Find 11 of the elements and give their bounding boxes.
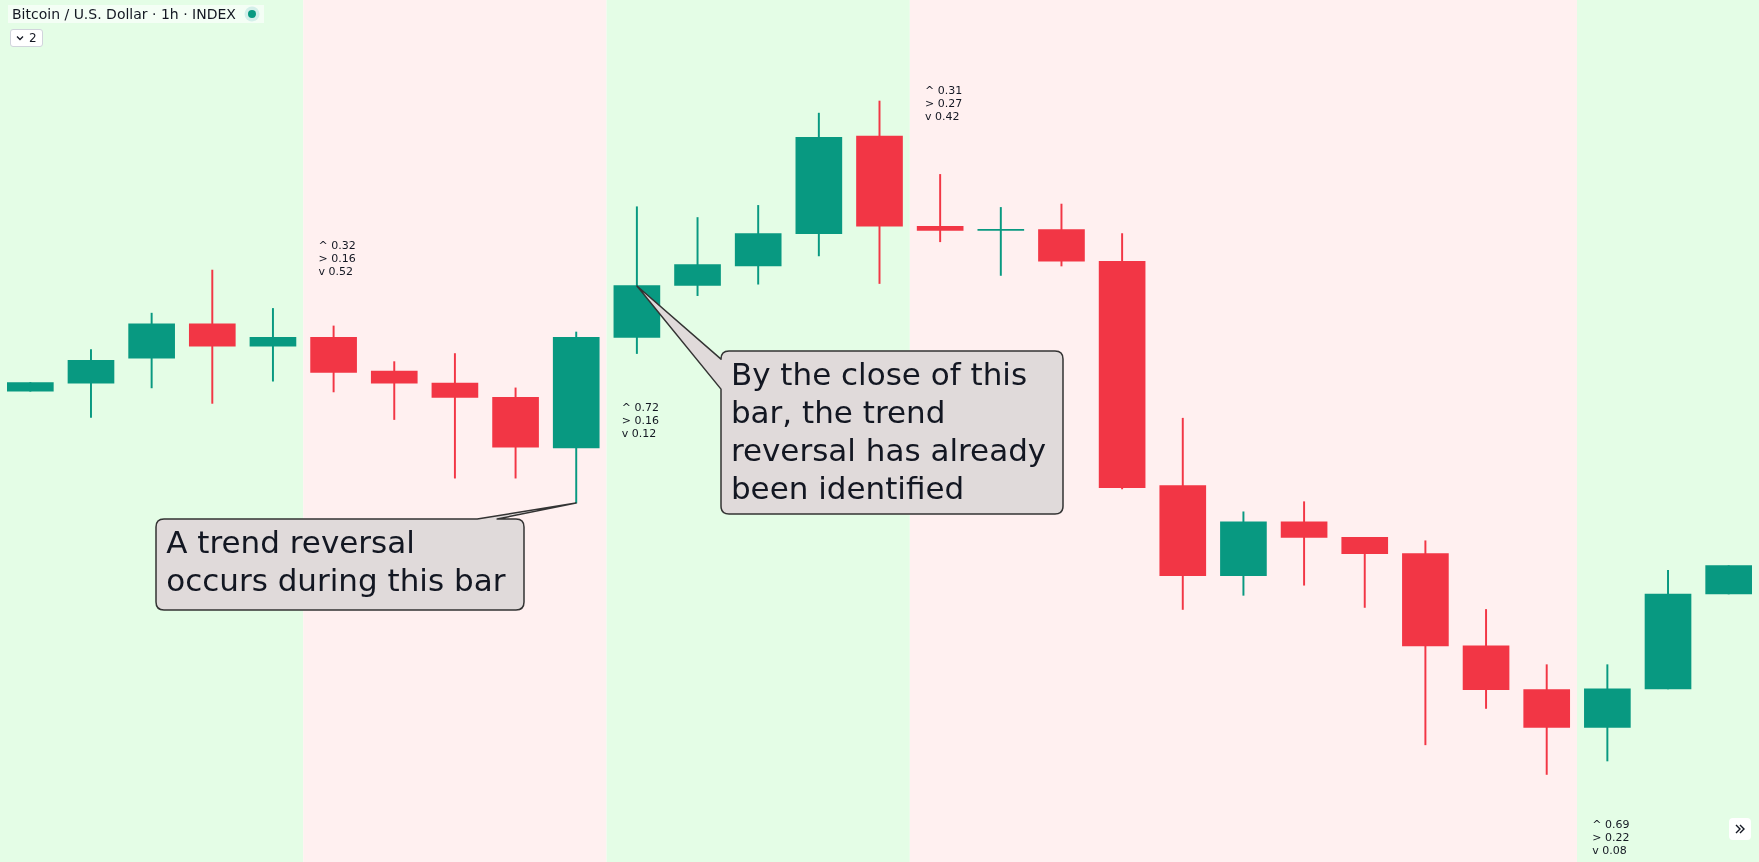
chart-title: Bitcoin / U.S. Dollar · 1h · INDEX: [12, 6, 236, 22]
candlestick: [916, 174, 964, 243]
annotation: ^ 0.72 > 0.16 v 0.12: [621, 401, 659, 441]
annotation: ^ 0.32 > 0.16 v 0.52: [318, 239, 356, 279]
candlestick: [431, 353, 479, 479]
candlestick: [977, 207, 1025, 276]
text: 2: [29, 31, 37, 45]
annotation: By the close of this bar, the trend reversal has already been identified: [730, 354, 1048, 507]
annotation: ^ 0.31 > 0.27 v 0.42: [924, 84, 963, 124]
annotation: A trend reversal occurs during this bar: [166, 523, 507, 600]
text: ^ 0.69 > 0.22 v 0.08: [1592, 818, 1630, 858]
